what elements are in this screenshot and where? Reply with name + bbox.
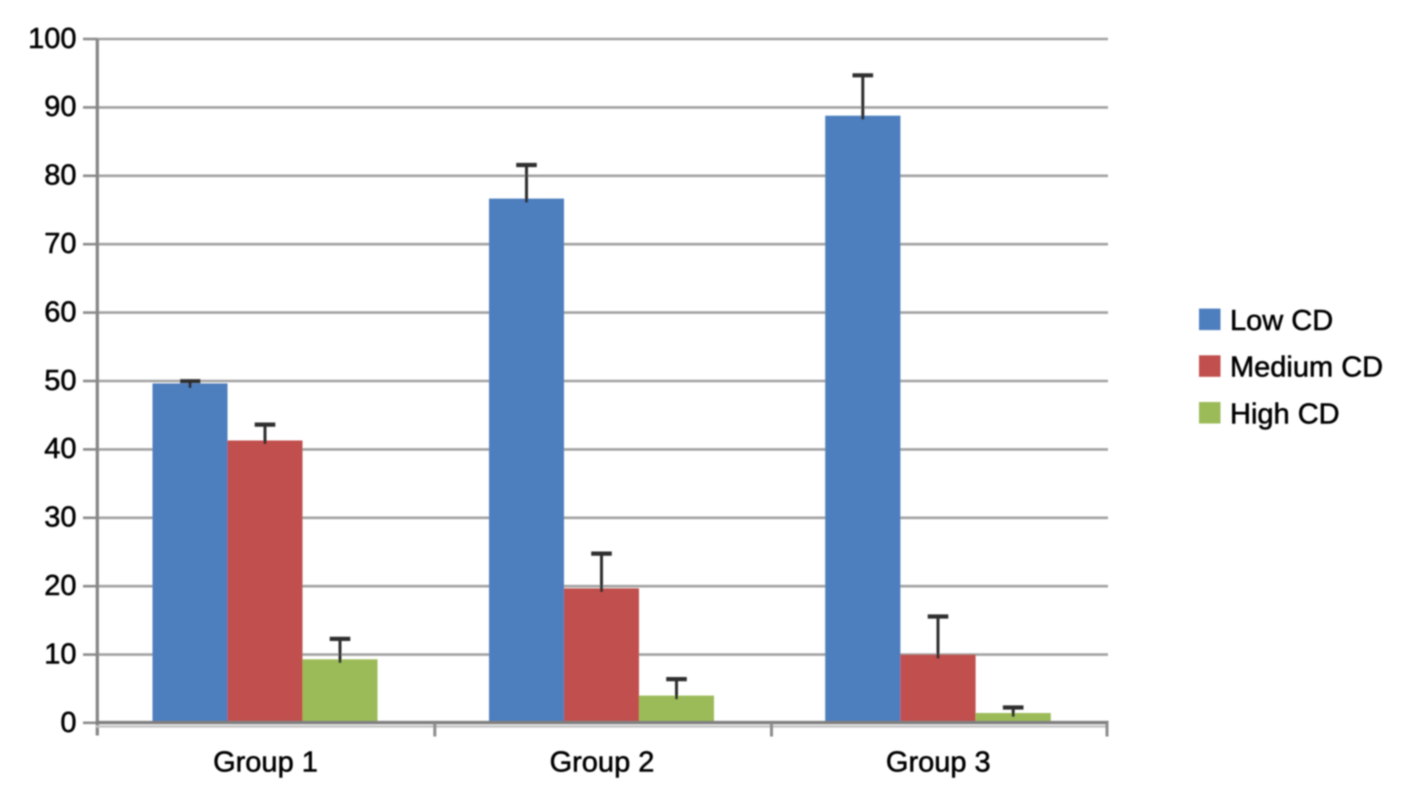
svg-text:40: 40 — [44, 433, 76, 465]
svg-text:High CD: High CD — [1230, 398, 1340, 430]
svg-text:Low CD: Low CD — [1230, 305, 1333, 337]
svg-text:10: 10 — [44, 638, 76, 670]
svg-text:50: 50 — [44, 365, 76, 397]
svg-text:Group 1: Group 1 — [213, 747, 318, 779]
svg-text:Group 2: Group 2 — [550, 747, 655, 779]
svg-text:100: 100 — [28, 23, 76, 55]
svg-text:30: 30 — [44, 502, 76, 534]
svg-text:0: 0 — [60, 707, 76, 739]
svg-text:80: 80 — [44, 160, 76, 192]
svg-text:90: 90 — [44, 91, 76, 123]
svg-text:Medium CD: Medium CD — [1230, 352, 1383, 384]
svg-text:70: 70 — [44, 228, 76, 260]
svg-text:60: 60 — [44, 296, 76, 328]
svg-text:20: 20 — [44, 570, 76, 602]
svg-text:Group 3: Group 3 — [886, 747, 991, 779]
